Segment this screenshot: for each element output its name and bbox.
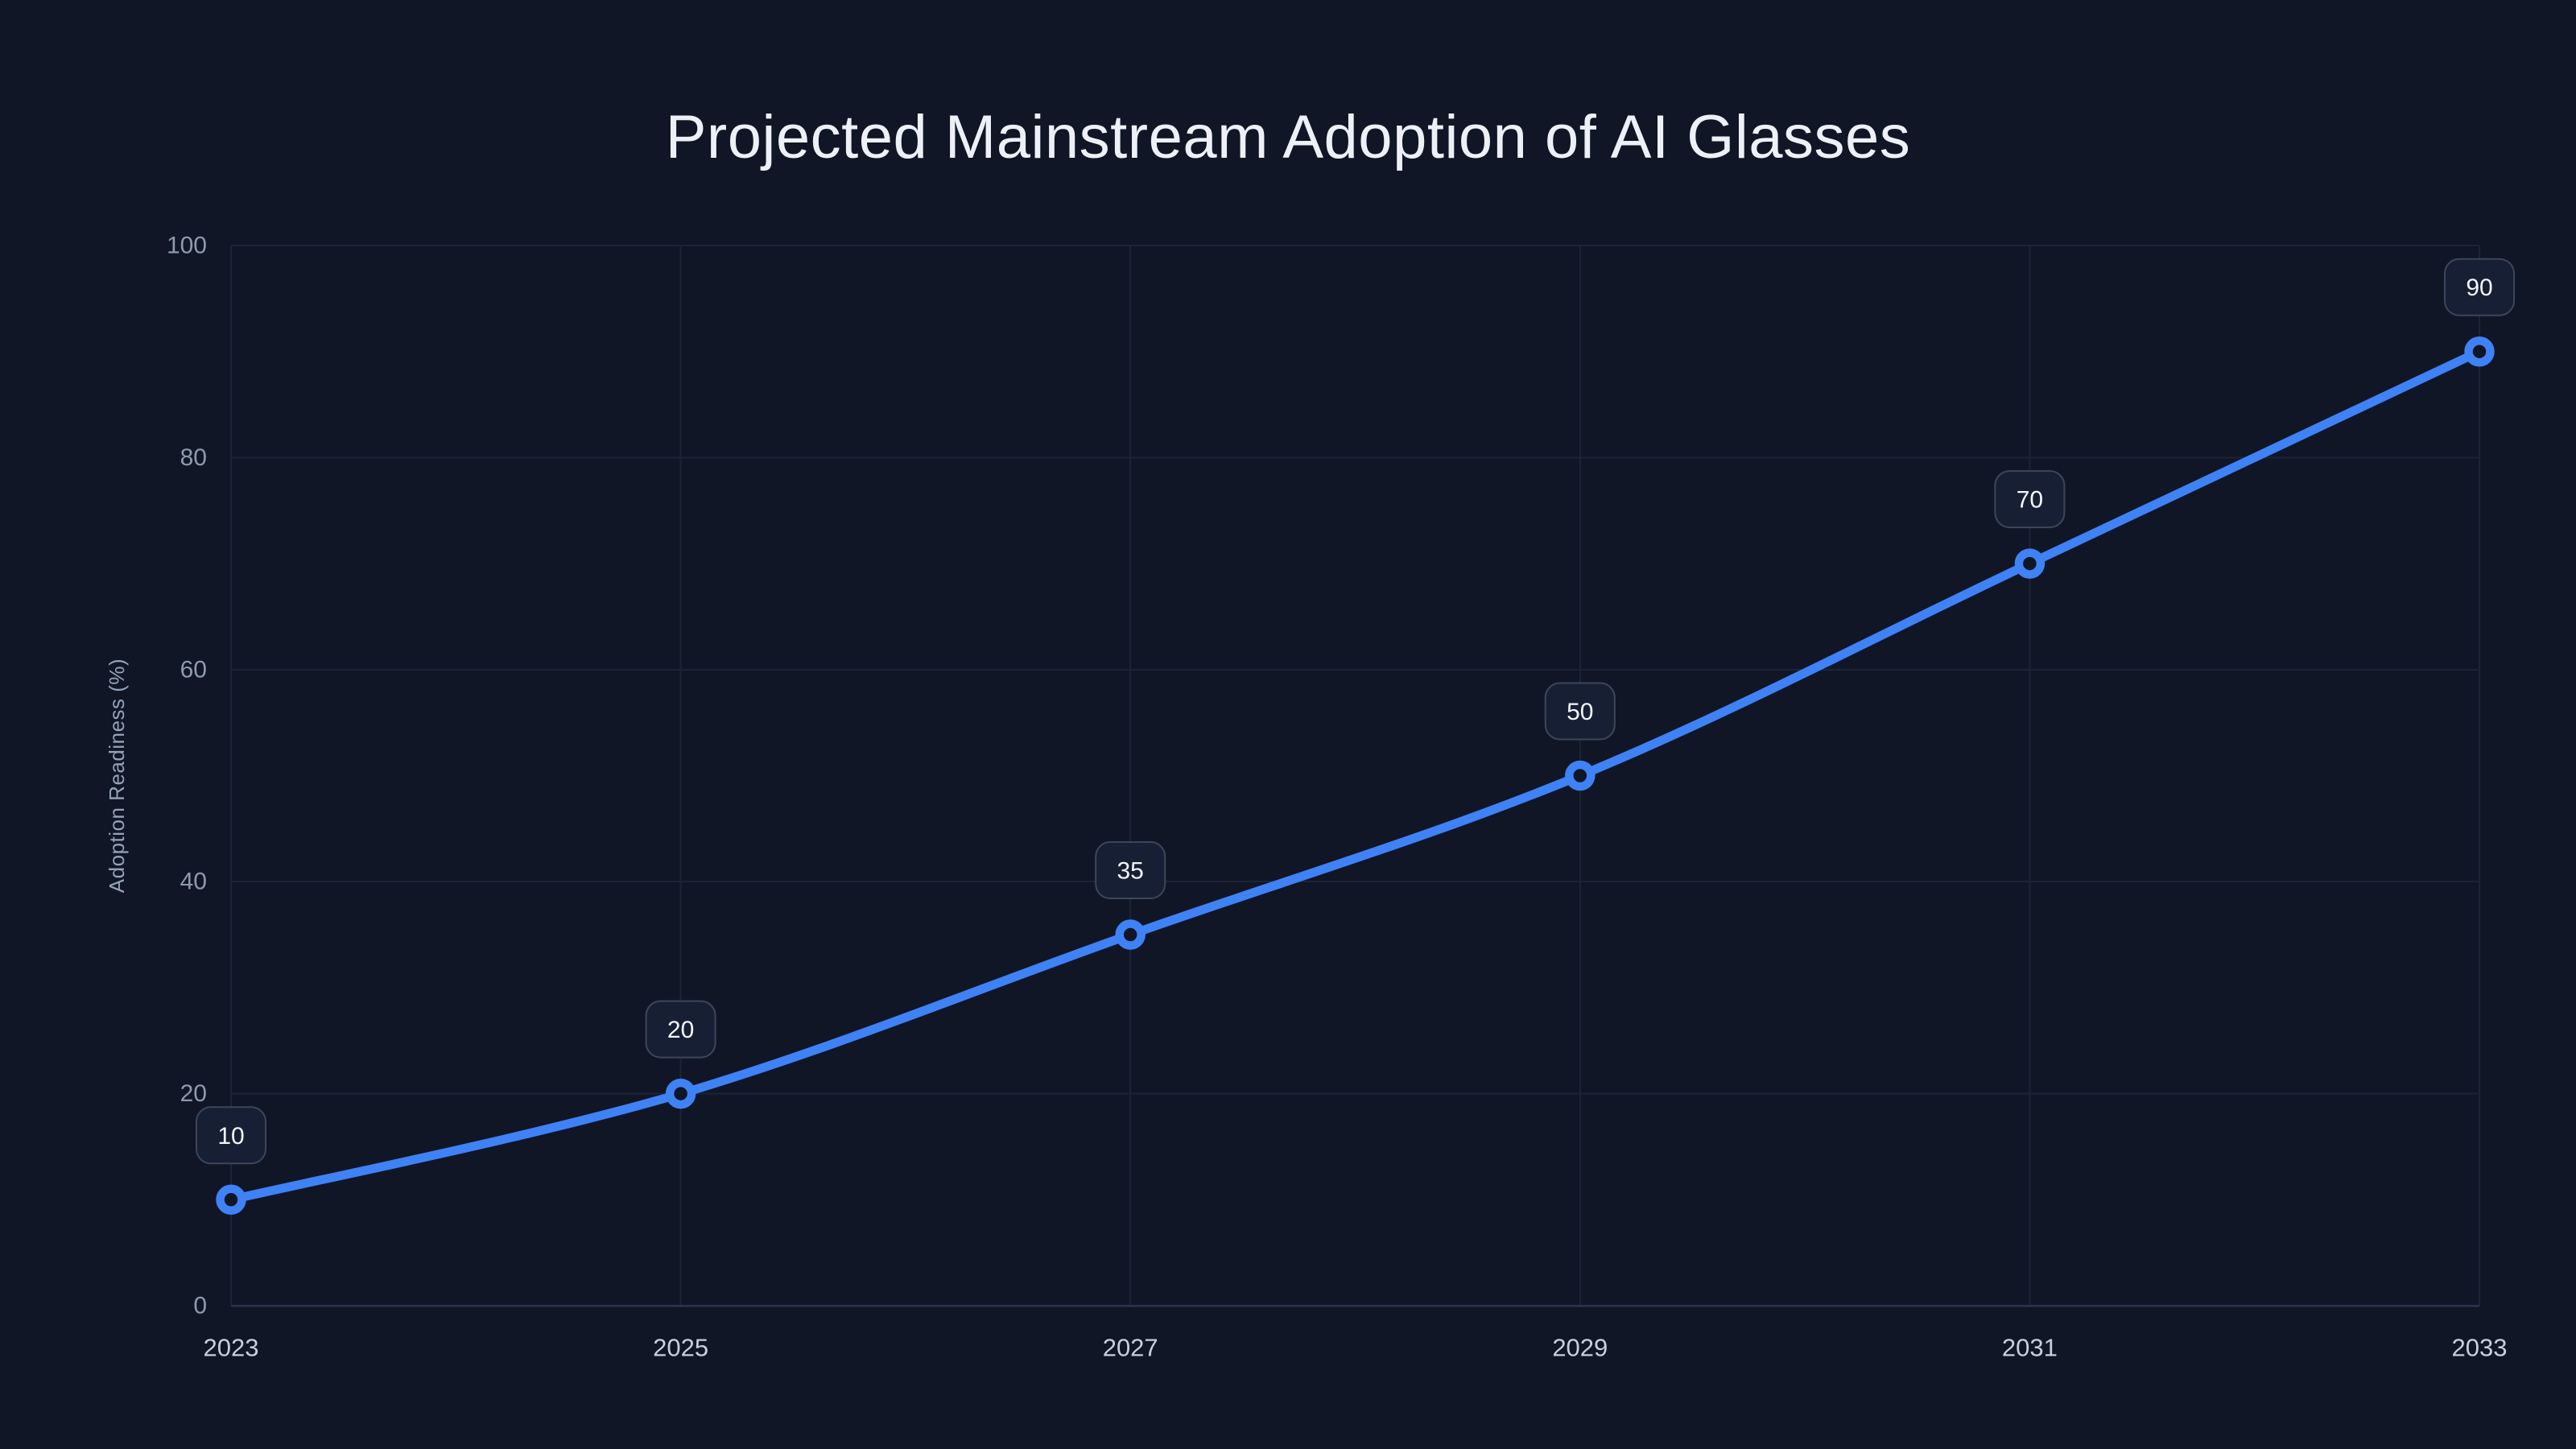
data-label-badge-2033	[2444, 258, 2515, 316]
data-label-badge-2027	[1095, 841, 1166, 900]
data-label-2025: 20	[667, 1017, 694, 1043]
data-label-badge-2025	[645, 1000, 716, 1059]
data-label-badge-2031	[1994, 470, 2066, 529]
data-label-badge-2023	[196, 1106, 266, 1165]
data-label-2027: 35	[1117, 858, 1144, 885]
data-label-badge-2029	[1544, 682, 1616, 741]
x-tick-label-2025: 2025	[653, 1334, 708, 1362]
data-point-marker-2031[interactable]	[2014, 548, 2046, 579]
x-tick-label-2029: 2029	[1552, 1334, 1608, 1362]
series-line[interactable]	[226, 347, 2484, 1204]
y-axis-title: Adoption Readiness (%)	[105, 658, 129, 893]
data-point-marker-2025[interactable]	[665, 1078, 696, 1109]
data-point-marker-2027[interactable]	[1115, 919, 1146, 950]
x-tick-label-2023: 2023	[204, 1334, 259, 1362]
data-label-2029: 50	[1567, 699, 1593, 725]
y-tick-label-0: 0	[193, 1293, 207, 1319]
data-label-2033: 90	[2466, 275, 2492, 301]
chart-title: Projected Mainstream Adoption of AI Glas…	[665, 103, 1911, 171]
data-point-marker-2029[interactable]	[1565, 760, 1596, 791]
y-tick-label-40: 40	[180, 869, 207, 895]
data-label-2031: 70	[2017, 487, 2043, 514]
data-point-marker-2033[interactable]	[2464, 336, 2495, 367]
data-label-2023: 10	[217, 1123, 244, 1150]
x-tick-label-2033: 2033	[2452, 1334, 2508, 1362]
x-tick-label-2031: 2031	[2002, 1334, 2058, 1362]
x-tick-label-2027: 2027	[1103, 1334, 1158, 1362]
data-point-marker-2023[interactable]	[216, 1184, 246, 1216]
y-tick-label-20: 20	[180, 1080, 207, 1107]
y-tick-label-80: 80	[180, 444, 207, 471]
y-tick-label-60: 60	[180, 656, 207, 683]
y-tick-label-100: 100	[167, 233, 207, 259]
